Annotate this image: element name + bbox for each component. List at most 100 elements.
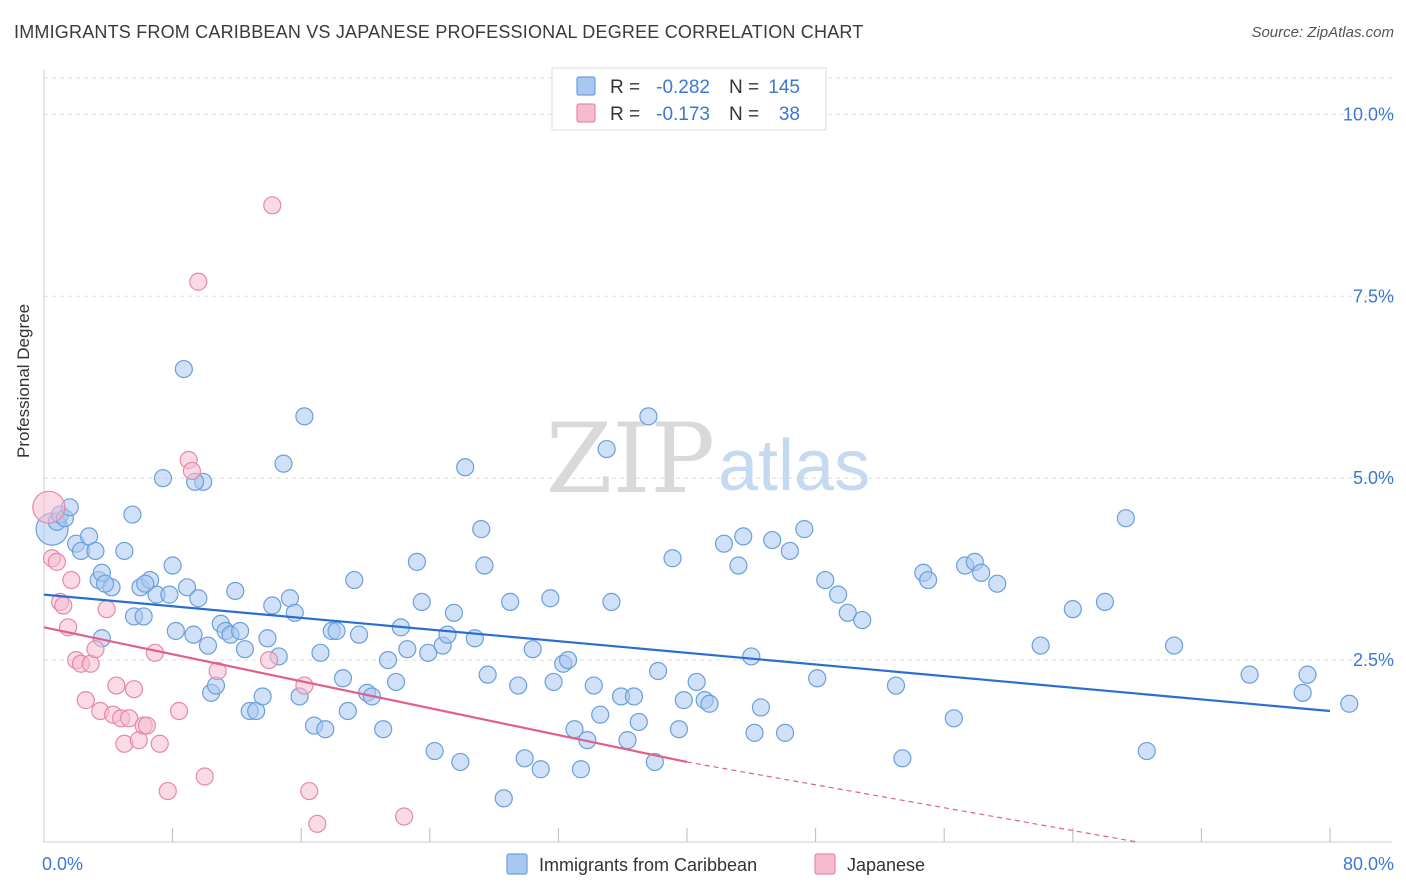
watermark-atlas: atlas (718, 426, 870, 506)
caribbean-point (258, 629, 277, 648)
caribbean-point (1116, 509, 1135, 528)
caribbean-point (412, 592, 431, 611)
japanese-point (124, 680, 144, 699)
x-tick-label: 80.0% (1343, 854, 1394, 874)
caribbean-point (438, 625, 457, 644)
japanese-point (150, 734, 169, 753)
y-tick-label: 2.5% (1353, 650, 1394, 670)
tick-labels: 2.5% 5.0% 7.5% 10.0% 0.0% 80.0% (42, 104, 1394, 874)
japanese-point (263, 196, 282, 215)
caribbean-point (795, 520, 814, 539)
caribbean-point (123, 505, 142, 524)
caribbean-point (531, 760, 550, 779)
caribbean-point (509, 676, 528, 695)
caribbean-point (263, 596, 282, 615)
japanese-point (62, 570, 81, 590)
japanese-point (76, 691, 95, 710)
caribbean-point (349, 625, 369, 644)
caribbean-point (456, 458, 475, 477)
source-label: Source: ZipAtlas.com (1251, 24, 1394, 41)
caribbean-point (231, 621, 250, 641)
caribbean-point (763, 530, 782, 550)
caribbean-point (515, 749, 534, 768)
caribbean-point (419, 643, 438, 662)
japanese-point (195, 767, 214, 786)
caribbean-point (444, 603, 464, 622)
caribbean-point (591, 705, 610, 724)
caribbean-point (808, 669, 827, 688)
caribbean-point (751, 698, 771, 717)
caribbean-point (95, 574, 115, 593)
legend-n-label: N = (729, 77, 759, 98)
caribbean-point (1137, 741, 1156, 761)
japanese-point (394, 807, 414, 826)
legend-r-label: R = (610, 77, 640, 98)
japanese-point (158, 781, 177, 801)
caribbean-point (853, 610, 872, 630)
caribbean-point (729, 556, 748, 575)
japanese-point (137, 716, 156, 735)
japanese-point (308, 814, 327, 833)
caribbean-point (86, 541, 105, 561)
legend-swatch-caribbean (506, 853, 528, 875)
japanese-point (54, 596, 73, 615)
caribbean-point (645, 752, 664, 772)
caribbean-point (648, 661, 668, 681)
caribbean-point (451, 752, 470, 772)
caribbean-point (988, 574, 1007, 593)
caribbean-point (838, 603, 857, 622)
caribbean-point (274, 454, 293, 473)
watermark: ZIP atlas (546, 403, 870, 515)
watermark-zip: ZIP (546, 403, 715, 515)
caribbean-point (475, 556, 494, 575)
caribbean-point (163, 556, 182, 575)
caribbean-point (472, 520, 491, 539)
bottom-legend: Immigrants from Caribbean Japanese (506, 853, 925, 875)
caribbean-point (602, 592, 621, 611)
caribbean-point (115, 541, 134, 561)
caribbean-point (478, 665, 497, 684)
caribbean-point (378, 650, 398, 670)
japanese-point (259, 650, 279, 670)
caribbean-point (174, 359, 193, 379)
caribbean-point (1031, 636, 1050, 655)
caribbean-point (972, 563, 991, 582)
caribbean-point (153, 469, 173, 488)
caribbean-point (886, 676, 906, 695)
caribbean-point (624, 687, 644, 706)
japanese-point (86, 640, 105, 659)
legend-swatch (576, 76, 596, 96)
caribbean-point (571, 760, 591, 779)
caribbean-point (1240, 665, 1259, 684)
japanese-point (97, 600, 116, 619)
caribbean-point (775, 723, 795, 742)
caribbean-point (425, 741, 444, 761)
caribbean-point (919, 570, 938, 590)
japanese-point (32, 490, 66, 524)
trend-line-japanese (43, 626, 688, 764)
caribbean-point (742, 647, 761, 666)
legend-label-caribbean: Immigrants from Caribbean (539, 855, 757, 875)
trend-line-japanese-extrapolated (686, 761, 1138, 843)
caribbean-point (558, 650, 578, 670)
caribbean-point (494, 789, 513, 808)
japanese-point (189, 272, 208, 291)
caribbean-point (134, 607, 153, 626)
legend-r-label: R = (610, 104, 640, 125)
caribbean-point (541, 589, 560, 608)
caribbean-point (327, 621, 346, 641)
caribbean-point (745, 723, 764, 742)
caribbean-point (136, 574, 155, 593)
caribbean-point (544, 672, 563, 692)
caribbean-point (295, 407, 314, 426)
caribbean-point (345, 570, 364, 590)
legend-r-value: -0.282 (656, 77, 710, 98)
caribbean-point (1063, 600, 1082, 619)
caribbean-point (226, 581, 245, 601)
caribbean-point (166, 621, 185, 641)
x-tick-label: 0.0% (42, 854, 83, 874)
japanese-point (47, 552, 66, 571)
data-points (32, 196, 1359, 833)
legend-swatch-japanese (814, 853, 836, 875)
